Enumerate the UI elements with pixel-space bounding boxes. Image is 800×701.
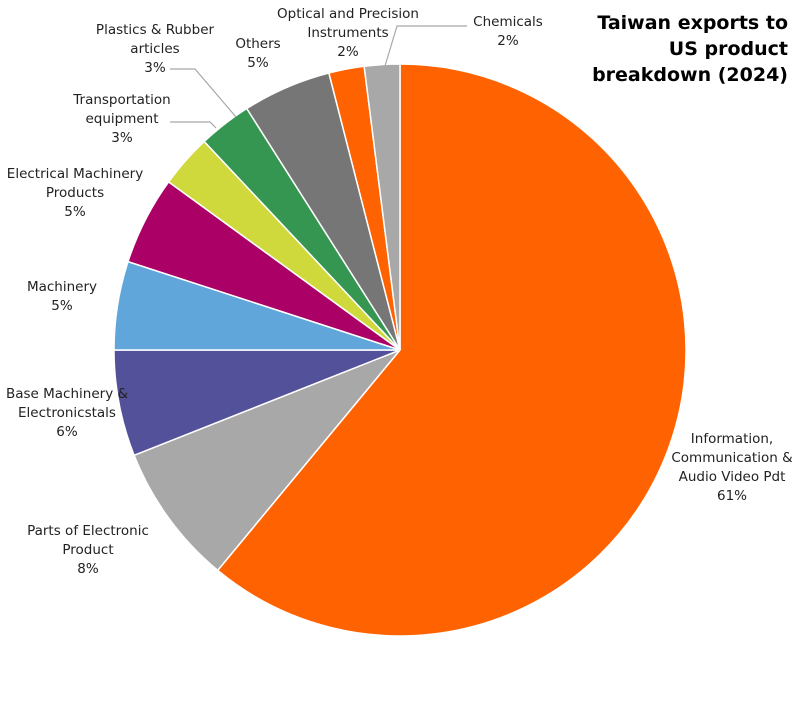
slice-value-label: 3% bbox=[144, 60, 166, 76]
slice-name-label: Transportation bbox=[72, 92, 170, 108]
slice-label: Optical and Precision Instruments 2% bbox=[277, 6, 419, 60]
pie-slices bbox=[113, 63, 687, 637]
leader-line bbox=[170, 68, 237, 118]
slice-value-label: 5% bbox=[51, 298, 73, 314]
slice-value-label: 5% bbox=[247, 55, 269, 71]
slice-name-label: Chemicals bbox=[473, 14, 543, 30]
slice-name-label: Others bbox=[235, 36, 280, 52]
slice-label: Information, Communication & Audio Video P… bbox=[671, 431, 793, 504]
slice-label: Plastics & Rubber articles 3% bbox=[96, 22, 215, 76]
slice-labels: Information, Communication & Audio Video P… bbox=[6, 6, 793, 577]
slice-name-label: Base Machinery & bbox=[6, 386, 129, 402]
pie-slice bbox=[133, 349, 401, 572]
slice-name-label: Machinery bbox=[27, 279, 97, 295]
slice-value-label: 2% bbox=[337, 44, 359, 60]
leader-line bbox=[170, 121, 217, 129]
slice-label: Machinery 5% bbox=[27, 279, 97, 314]
slice-label: Parts of Electronic Product 8% bbox=[27, 523, 149, 577]
slice-name-label: articles bbox=[130, 41, 179, 57]
slice-name-label: equipment bbox=[85, 111, 158, 127]
slice-value-label: 5% bbox=[64, 204, 86, 220]
slice-label: Others 5% bbox=[235, 36, 280, 71]
slice-name-label: Electronicstals bbox=[18, 405, 116, 421]
slice-value-label: 6% bbox=[56, 424, 78, 440]
pie-slice bbox=[363, 63, 401, 351]
leader-line bbox=[384, 25, 467, 67]
slice-name-label: Product bbox=[62, 542, 113, 558]
slice-label: Base Machinery & Electronicstals 6% bbox=[6, 386, 129, 440]
slice-label: Electrical Machinery Products 5% bbox=[7, 166, 143, 220]
slice-name-label: Plastics & Rubber bbox=[96, 22, 215, 38]
slice-name-label: Instruments bbox=[307, 25, 388, 41]
pie-slice bbox=[216, 63, 687, 637]
slice-value-label: 61% bbox=[717, 488, 747, 504]
leader-lines bbox=[170, 25, 467, 129]
slice-name-label: Electrical Machinery bbox=[7, 166, 143, 182]
slice-name-label: Communication & bbox=[671, 450, 793, 466]
chart-title: Taiwan exports to US product breakdown (… bbox=[592, 12, 788, 86]
slice-value-label: 3% bbox=[111, 130, 133, 146]
slice-name-label: Information, bbox=[691, 431, 773, 447]
slice-name-label: Products bbox=[46, 185, 104, 201]
slice-label: Chemicals 2% bbox=[473, 14, 543, 49]
slice-name-label: Optical and Precision bbox=[277, 6, 419, 22]
slice-label: Transportation equipment 3% bbox=[72, 92, 170, 146]
slice-name-label: Parts of Electronic bbox=[27, 523, 149, 539]
slice-value-label: 2% bbox=[497, 33, 519, 49]
slice-value-label: 8% bbox=[77, 561, 99, 577]
slice-name-label: Audio Video Pdt bbox=[679, 469, 786, 485]
